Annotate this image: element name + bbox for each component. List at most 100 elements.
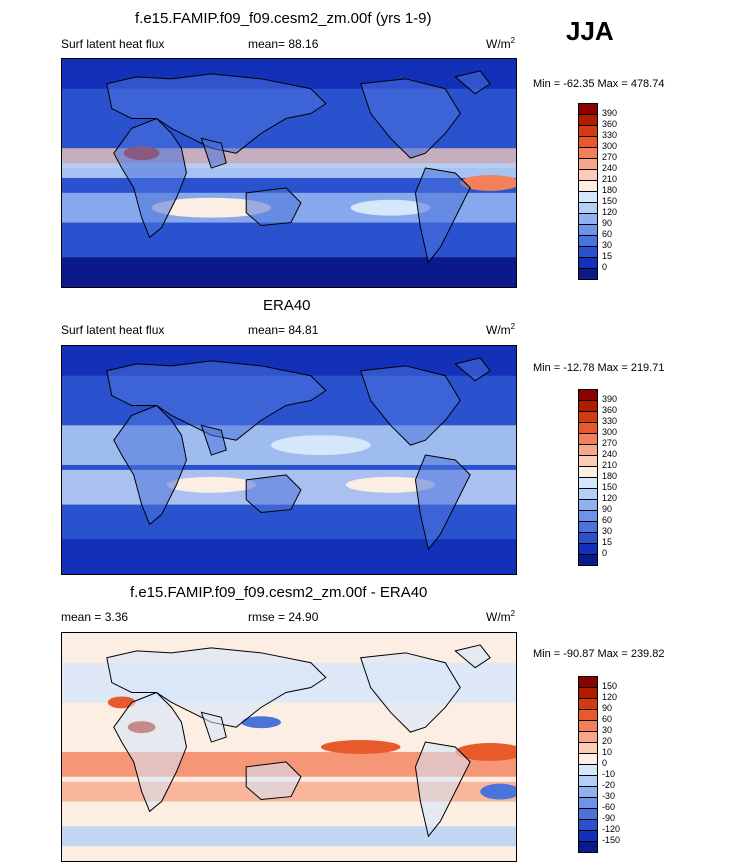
panel-3-units-label: W/m2 bbox=[486, 609, 516, 624]
panel-1-variable-label: Surf latent heat flux bbox=[61, 37, 165, 51]
panel-3-title: f.e15.FAMIP.f09_f09.cesm2_zm.00f - ERA40 bbox=[130, 584, 428, 601]
coastline bbox=[414, 454, 471, 551]
coastline bbox=[454, 644, 491, 669]
season-label: JJA bbox=[566, 16, 614, 46]
colorbar-tick-label: 300 bbox=[602, 141, 618, 151]
contour-region bbox=[320, 740, 401, 754]
panel-2-colorbar: 390 360 330 300 270 240 210 180 150 120 90 60 30 15 0 bbox=[578, 389, 658, 569]
colorbar-tick-label: 330 bbox=[602, 130, 618, 140]
colorbar-tick-label: 30 bbox=[602, 526, 613, 536]
colorbar-tick-label: 180 bbox=[602, 185, 618, 195]
coastline bbox=[106, 647, 327, 728]
panel-2-minmax-label: Min = -12.78 Max = 219.71 bbox=[533, 362, 665, 374]
colorbar-tick-label: 30 bbox=[602, 240, 613, 250]
coastline bbox=[414, 741, 471, 838]
colorbar-tick-label: 15 bbox=[602, 251, 613, 261]
panel-1-title: f.e15.FAMIP.f09_f09.cesm2_zm.00f (yrs 1-… bbox=[135, 10, 432, 27]
colorbar-tick-label: 360 bbox=[602, 119, 618, 129]
colorbar-tick-label: -10 bbox=[602, 769, 616, 779]
panel-3-mean-label: mean = 3.36 bbox=[61, 610, 129, 624]
contour-region bbox=[480, 783, 516, 800]
contour-region bbox=[151, 197, 272, 218]
colorbar-tick-label: 360 bbox=[602, 405, 618, 415]
colorbar-tick-label: 150 bbox=[602, 482, 618, 492]
colorbar-tick-label: 60 bbox=[602, 515, 613, 525]
panel-2-variable-label: Surf latent heat flux bbox=[61, 323, 165, 337]
panel-3-colorbar: 150 120 90 60 30 20 10 0 -10 -20 -30 -60 -90 -120 -150 bbox=[578, 676, 658, 856]
coastline bbox=[113, 691, 187, 813]
colorbar-tick-label: -120 bbox=[602, 824, 621, 834]
coastline bbox=[454, 357, 491, 382]
panel-3-minmax-label: Min = -90.87 Max = 239.82 bbox=[533, 648, 665, 660]
coastline bbox=[245, 187, 302, 227]
contour-region bbox=[271, 435, 371, 456]
colorbar-swatch bbox=[578, 554, 598, 566]
colorbar-swatch bbox=[578, 841, 598, 853]
colorbar-tick-label: -150 bbox=[602, 835, 621, 845]
coastline bbox=[200, 424, 227, 456]
colorbar-swatch bbox=[578, 268, 598, 280]
panel-2-mean-label: mean= 84.81 bbox=[248, 323, 319, 337]
coastline bbox=[113, 117, 187, 239]
coastline bbox=[106, 73, 327, 154]
colorbar-tick-label: 270 bbox=[602, 152, 618, 162]
panel-1-map bbox=[61, 58, 517, 288]
colorbar-tick-label: 210 bbox=[602, 460, 618, 470]
colorbar-tick-label: 240 bbox=[602, 163, 618, 173]
panel-1-colorbar: 390 360 330 300 270 240 210 180 150 120 90 60 30 15 0 bbox=[578, 103, 658, 283]
coastline bbox=[360, 652, 461, 733]
colorbar-tick-label: 60 bbox=[602, 714, 613, 724]
coastline bbox=[200, 711, 227, 743]
colorbar-tick-label: -90 bbox=[602, 813, 616, 823]
colorbar-tick-label: 240 bbox=[602, 449, 618, 459]
contour-region bbox=[455, 743, 516, 761]
colorbar-tick-label: 390 bbox=[602, 394, 618, 404]
contour-region bbox=[241, 716, 282, 729]
coastline bbox=[245, 761, 302, 801]
panel-3-rmse-label: rmse = 24.90 bbox=[248, 610, 319, 624]
colorbar-tick-label: 390 bbox=[602, 108, 618, 118]
panel-1-mean-label: mean= 88.16 bbox=[248, 37, 319, 51]
colorbar-tick-label: 10 bbox=[602, 747, 613, 757]
contour-region bbox=[350, 199, 431, 216]
colorbar-tick-label: 150 bbox=[602, 681, 618, 691]
coastline bbox=[200, 137, 227, 169]
panel-2-map bbox=[61, 345, 517, 575]
panel-2-units-label: W/m2 bbox=[486, 322, 516, 337]
contour-band bbox=[62, 826, 516, 847]
colorbar-tick-label: 120 bbox=[602, 207, 618, 217]
colorbar-tick-label: 210 bbox=[602, 174, 618, 184]
colorbar-tick-label: 20 bbox=[602, 736, 613, 746]
colorbar-tick-label: 60 bbox=[602, 229, 613, 239]
panel-1-units-label: W/m2 bbox=[486, 36, 516, 51]
coastline bbox=[360, 365, 461, 446]
coastline bbox=[414, 167, 471, 264]
contour-band bbox=[62, 539, 516, 574]
coastline bbox=[454, 70, 491, 95]
colorbar-tick-label: 30 bbox=[602, 725, 613, 735]
colorbar-tick-label: 90 bbox=[602, 218, 613, 228]
colorbar-tick-label: -20 bbox=[602, 780, 616, 790]
colorbar-tick-label: 0 bbox=[602, 758, 608, 768]
colorbar-tick-label: -30 bbox=[602, 791, 616, 801]
colorbar-tick-label: 90 bbox=[602, 703, 613, 713]
panel-2-title: ERA40 bbox=[263, 297, 311, 314]
coastline bbox=[360, 78, 461, 159]
colorbar-tick-label: 90 bbox=[602, 504, 613, 514]
panel-1-minmax-label: Min = -62.35 Max = 478.74 bbox=[533, 78, 665, 90]
panel-3-map bbox=[61, 632, 517, 862]
colorbar-tick-label: 300 bbox=[602, 427, 618, 437]
colorbar-tick-label: 15 bbox=[602, 537, 613, 547]
colorbar-tick-label: 330 bbox=[602, 416, 618, 426]
contour-region bbox=[107, 696, 136, 709]
coastline bbox=[113, 404, 187, 526]
contour-region bbox=[166, 476, 257, 493]
coastline bbox=[245, 474, 302, 514]
colorbar-tick-label: -60 bbox=[602, 802, 616, 812]
colorbar-tick-label: 150 bbox=[602, 196, 618, 206]
coastline bbox=[106, 360, 327, 441]
contour-region bbox=[345, 476, 436, 493]
contour-band bbox=[62, 257, 516, 287]
colorbar-tick-label: 120 bbox=[602, 692, 618, 702]
colorbar-tick-label: 270 bbox=[602, 438, 618, 448]
